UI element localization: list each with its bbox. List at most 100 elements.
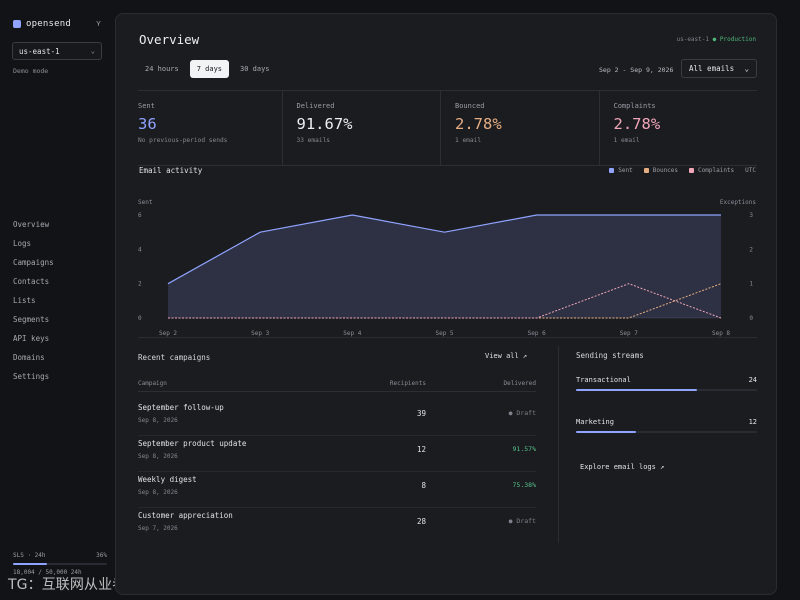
sidebar-item-contacts[interactable]: Contacts: [13, 277, 50, 286]
section-divider: [558, 346, 559, 543]
stats-row: Sent 36 No previous-period sends Deliver…: [138, 90, 757, 166]
explore-logs-link[interactable]: Explore email logs ↗: [580, 463, 665, 471]
stream-fill: [576, 431, 637, 433]
stat-value: 91.67%: [296, 115, 353, 133]
table-row[interactable]: September product update Sep 8, 2026 12 …: [138, 436, 536, 472]
sidebar-item-logs[interactable]: Logs: [13, 239, 32, 248]
x-tick-label: Sep 3: [251, 330, 269, 337]
tab-24-hours[interactable]: 24 hours: [145, 65, 179, 73]
stat-delivered: Delivered 91.67% 33 emails: [283, 91, 441, 165]
x-tick-label: Sep 7: [620, 330, 638, 337]
y-tick-label-right: 1: [749, 281, 753, 288]
stream-label: Transactional: [576, 376, 631, 384]
legend-item-complaints: Complaints: [689, 167, 734, 174]
brand-logo-icon: [13, 20, 21, 28]
env-region: us-east-1: [676, 36, 709, 43]
campaign-table-header: Campaign Recipients Delivered: [138, 380, 536, 392]
stat-value: 36: [138, 115, 157, 133]
email-filter-select[interactable]: All emails ⌄: [681, 59, 757, 78]
stat-label: Delivered: [296, 102, 335, 110]
legend-item-bounces: Bounces: [643, 167, 678, 174]
legend-item-sent: Sent: [609, 167, 633, 174]
tab-7-days[interactable]: 7 days: [189, 60, 230, 78]
sidebar-item-overview[interactable]: Overview: [13, 220, 50, 229]
x-tick-label: Sep 6: [528, 330, 546, 337]
stat-sub: 1 email: [613, 137, 640, 144]
sidebar-item-campaigns[interactable]: Campaigns: [13, 258, 54, 267]
stat-sent: Sent 36 No previous-period sends: [138, 91, 283, 165]
y-axis-label: Sent: [138, 199, 153, 206]
campaign-name: Weekly digest: [138, 475, 197, 484]
sidebar-item-lists[interactable]: Lists: [13, 296, 36, 305]
stat-label: Complaints: [613, 102, 656, 110]
y-tick-label-right: 0: [749, 315, 753, 322]
campaign-status: ● Draft: [508, 409, 536, 417]
collapse-sidebar-icon[interactable]: ⋎: [96, 19, 101, 28]
legend-swatch: [643, 168, 649, 173]
sidebar-item-settings[interactable]: Settings: [13, 372, 50, 381]
table-row[interactable]: Customer appreciation Sep 7, 2026 28 ● D…: [138, 508, 536, 544]
legend-label: Sent: [618, 167, 633, 174]
y-tick-label: 4: [138, 246, 142, 253]
y-axis-label-right: Exceptions: [720, 199, 757, 206]
legend-swatch: [609, 168, 615, 173]
stat-sub: No previous-period sends: [138, 137, 228, 144]
timezone-label: UTC: [745, 167, 756, 174]
sidebar-item-domains[interactable]: Domains: [13, 353, 45, 362]
stat-value: 2.78%: [613, 115, 661, 133]
stat-complaints: Complaints 2.78% 1 email: [600, 91, 758, 165]
column-header-campaign: Campaign: [138, 380, 167, 387]
y-tick-label: 6: [138, 212, 142, 219]
table-row[interactable]: September follow-up Sep 8, 2026 39 ● Dra…: [138, 400, 536, 436]
campaign-date: Sep 7, 2026: [138, 525, 178, 532]
tab-30-days[interactable]: 30 days: [240, 65, 270, 73]
campaign-recipients: 8: [421, 481, 426, 490]
stream-count: 12: [748, 418, 757, 426]
stat-bounced: Bounced 2.78% 1 email: [441, 91, 600, 165]
stream-transactional[interactable]: Transactional 24: [576, 376, 757, 409]
column-header-delivered: Delivered: [503, 380, 536, 387]
campaign-name: September product update: [138, 439, 247, 448]
sidebar-item-segments[interactable]: Segments: [13, 315, 50, 324]
brand-name: opensend: [26, 19, 71, 29]
y-tick-label: 2: [138, 281, 142, 288]
sent-area: [168, 215, 721, 318]
brand[interactable]: opensend: [13, 19, 71, 29]
complaints-line: [168, 283, 722, 319]
email-activity-chart: Sent Exceptions 0 2 4 6 0 1 2 3 Sep 2 Sep 3 Sep 4 Sep…: [138, 199, 757, 337]
chart-legend: Sent Bounces Complaints UTC: [609, 167, 756, 174]
chart-title: Email activity: [139, 166, 203, 175]
stat-label: Bounced: [455, 102, 485, 110]
stat-sub: 1 email: [455, 137, 482, 144]
sidebar-item-api-keys[interactable]: API keys: [13, 334, 50, 343]
region-value: us-east-1: [19, 46, 60, 56]
chevron-down-icon: ⌄: [90, 47, 95, 55]
legend-swatch: [689, 168, 695, 173]
x-tick-label: Sep 5: [435, 330, 453, 337]
stat-label: Sent: [138, 102, 155, 110]
filter-value: All emails: [689, 64, 735, 73]
campaign-date: Sep 8, 2026: [138, 417, 178, 424]
campaign-delivered-rate: 91.57%: [512, 445, 536, 453]
campaign-rows: September follow-up Sep 8, 2026 39 ● Dra…: [138, 400, 536, 544]
date-range: Sep 2 - Sep 9, 2026: [599, 66, 674, 74]
table-row[interactable]: Weekly digest Sep 8, 2026 8 75.38%: [138, 472, 536, 508]
divider: [138, 337, 757, 338]
section-title: Recent campaigns: [138, 353, 211, 362]
status-dot-icon: ●: [712, 36, 717, 43]
campaign-name: September follow-up: [138, 403, 224, 412]
stat-sub: 33 emails: [296, 137, 331, 144]
region-select[interactable]: us-east-1 ⌄: [12, 42, 102, 60]
x-tick-label: Sep 4: [343, 330, 361, 337]
sls-percent: 36%: [96, 552, 107, 559]
view-all-link[interactable]: View all ↗: [485, 352, 528, 360]
campaign-recipients: 28: [416, 517, 426, 526]
legend-label: Complaints: [698, 167, 735, 174]
sls-label: SLS · 24h: [13, 552, 46, 559]
stream-marketing[interactable]: Marketing 12: [576, 418, 757, 451]
campaign-recipients: 39: [416, 409, 426, 418]
sls-progress-fill: [13, 563, 47, 565]
y-tick-label-right: 3: [749, 212, 753, 219]
sidebar-nav: Overview Logs Campaigns Contacts Lists S…: [13, 220, 54, 391]
campaign-date: Sep 8, 2026: [138, 489, 178, 496]
